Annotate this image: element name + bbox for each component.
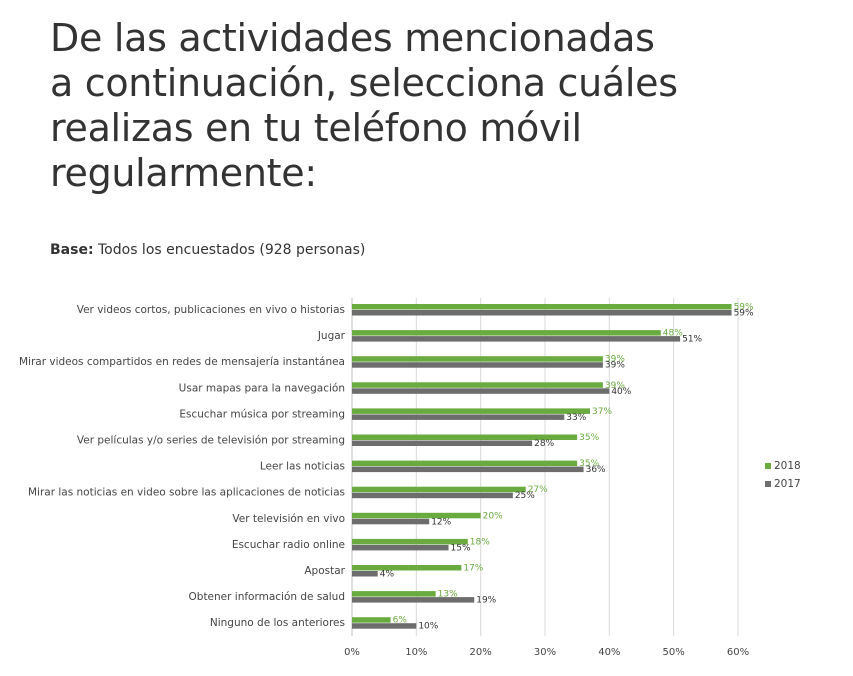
value-label: 18% — [470, 537, 490, 547]
title-line: realizas en tu teléfono móvil — [50, 106, 582, 150]
value-label: 19% — [476, 596, 496, 606]
category-label: Obtener información de salud — [189, 591, 345, 603]
value-label: 12% — [431, 517, 451, 527]
value-label: 15% — [451, 543, 471, 553]
value-label: 35% — [579, 433, 599, 443]
x-tick-label: 40% — [598, 647, 620, 658]
bar — [352, 440, 533, 446]
value-label: 33% — [566, 413, 586, 423]
value-label: 27% — [528, 485, 548, 495]
subtitle: Base: Todos los encuestados (928 persona… — [50, 242, 365, 258]
value-label: 13% — [438, 590, 458, 600]
x-tick-label: 10% — [405, 647, 427, 658]
bar — [352, 565, 462, 571]
chart-title: De las actividades mencionadas a continua… — [50, 16, 678, 196]
category-label: Leer las noticias — [260, 461, 345, 473]
bar — [352, 486, 526, 493]
value-label: 59% — [734, 303, 754, 313]
category-label: Mirar videos compartidos en redes de men… — [19, 356, 345, 368]
value-label: 17% — [463, 564, 483, 574]
category-label: Mirar las noticias en video sobre las ap… — [28, 487, 345, 499]
bar — [352, 414, 565, 420]
category-label: Ver televisión en vivo — [232, 513, 345, 525]
bar — [352, 538, 468, 545]
value-label: 37% — [592, 407, 612, 417]
legend-label: 2018 — [774, 460, 801, 472]
value-label: 25% — [515, 491, 535, 501]
legend-swatch — [765, 463, 771, 469]
value-label: 6% — [393, 616, 408, 626]
title-line: regularmente: — [50, 151, 317, 195]
bar — [352, 571, 378, 577]
bar — [352, 623, 417, 629]
value-label: 20% — [483, 511, 503, 521]
bar — [352, 356, 603, 362]
value-label: 4% — [380, 570, 395, 580]
bar — [352, 597, 475, 603]
x-tick-label: 20% — [470, 647, 492, 658]
bar — [352, 518, 430, 525]
legend-swatch — [765, 481, 771, 487]
value-label: 28% — [534, 439, 554, 449]
bar — [352, 388, 610, 394]
category-label: Escuchar música por streaming — [179, 408, 345, 420]
value-label: 39% — [605, 361, 625, 371]
subtitle-text: Todos los encuestados (928 personas) — [98, 242, 366, 258]
category-label: Escuchar radio online — [232, 539, 345, 551]
legend-label: 2017 — [774, 478, 801, 490]
category-label: Ninguno de los anteriores — [210, 617, 345, 629]
x-tick-label: 50% — [663, 647, 685, 658]
category-label: Apostar — [304, 565, 345, 577]
bar — [352, 460, 578, 467]
value-label: 35% — [579, 459, 599, 469]
bar — [352, 382, 603, 388]
value-label: 36% — [586, 465, 606, 475]
category-label: Usar mapas para la navegación — [179, 382, 345, 394]
bar — [352, 310, 732, 316]
value-label: 48% — [663, 329, 683, 339]
bar — [352, 408, 591, 414]
category-label: Jugar — [317, 330, 346, 342]
bar — [352, 544, 449, 551]
x-tick-label: 60% — [727, 647, 749, 658]
bar — [352, 362, 603, 368]
category-label: Ver videos cortos, publicaciones en vivo… — [77, 304, 345, 316]
value-label: 40% — [611, 387, 631, 397]
bar — [352, 466, 584, 473]
bar — [352, 304, 732, 310]
bar — [352, 434, 578, 440]
value-label: 59% — [734, 309, 754, 319]
base-label: Base: — [50, 242, 94, 258]
title-line: De las actividades mencionadas — [50, 16, 655, 60]
x-tick-label: 0% — [344, 647, 360, 658]
value-label: 51% — [682, 335, 702, 345]
bar — [352, 336, 681, 342]
value-label: 39% — [605, 381, 625, 391]
value-label: 10% — [418, 622, 438, 632]
bar — [352, 512, 481, 519]
category-label: Ver películas y/o series de televisión p… — [77, 435, 345, 447]
title-line: a continuación, selecciona cuáles — [50, 61, 678, 105]
value-label: 39% — [605, 355, 625, 365]
bar — [352, 617, 391, 623]
bar — [352, 330, 661, 336]
x-tick-label: 30% — [534, 647, 556, 658]
bar — [352, 591, 436, 597]
bar — [352, 492, 513, 499]
